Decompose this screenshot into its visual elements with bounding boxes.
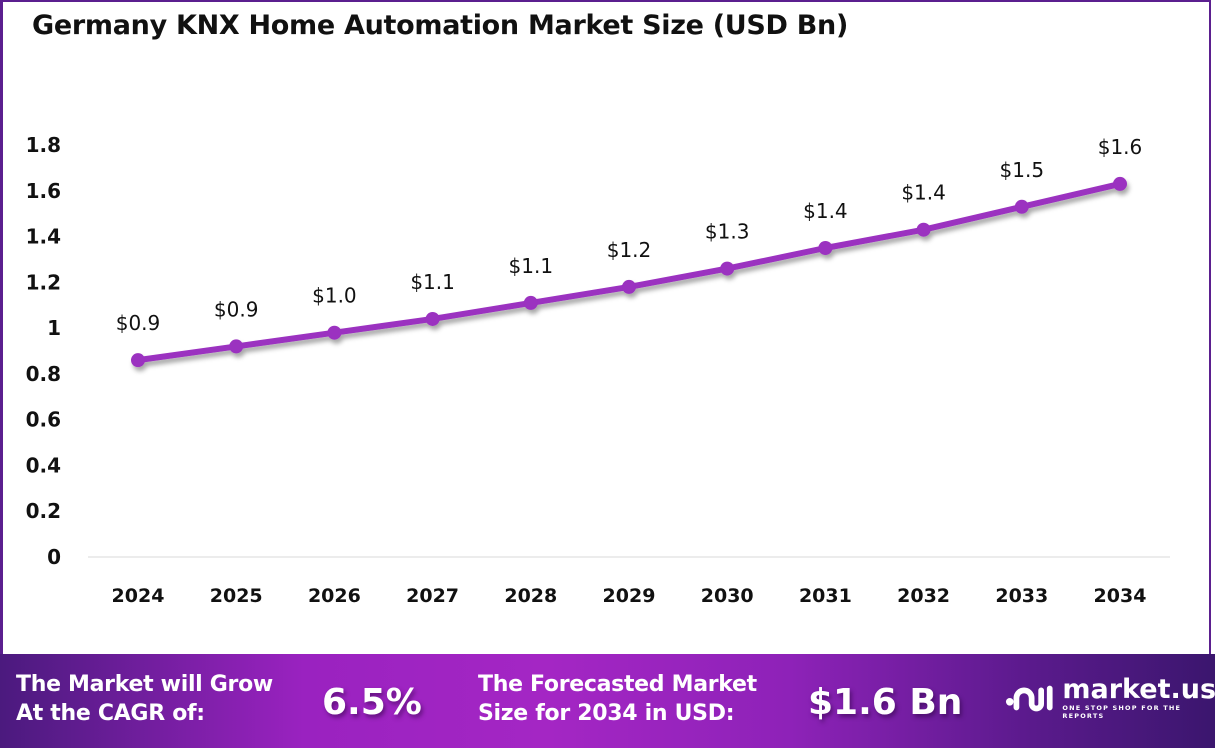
forecast-label-line1: The Forecasted Market — [478, 672, 757, 697]
summary-banner: The Market will Grow At the CAGR of: 6.5… — [0, 654, 1215, 748]
cagr-label: The Market will Grow At the CAGR of: — [16, 670, 273, 728]
cagr-label-line2: At the CAGR of: — [16, 701, 205, 726]
data-point — [916, 222, 931, 237]
data-point — [622, 279, 636, 294]
forecast-label: The Forecasted Market Size for 2034 in U… — [478, 670, 757, 728]
data-point — [720, 261, 735, 276]
data-label: $1.4 — [901, 181, 946, 205]
y-tick-label: 0 — [47, 545, 61, 569]
y-tick-label: 1.2 — [26, 270, 61, 294]
market-us-logo: market.us ONE STOP SHOP FOR THE REPORTS — [1005, 676, 1215, 720]
data-label: $1.2 — [607, 238, 652, 262]
data-label: $0.9 — [116, 311, 161, 335]
data-label: $1.5 — [1000, 158, 1045, 182]
x-tick-label: 2034 — [1094, 585, 1147, 607]
data-label: $1.3 — [705, 220, 750, 244]
data-point — [229, 339, 244, 354]
data-label: $0.9 — [214, 297, 259, 321]
data-point — [818, 241, 833, 255]
data-point — [523, 295, 538, 310]
x-tick-label: 2033 — [995, 585, 1048, 607]
x-tick-label: 2026 — [308, 585, 361, 607]
forecast-value: $1.6 Bn — [808, 682, 963, 723]
y-tick-label: 1.8 — [26, 133, 61, 157]
y-tick-label: 1.4 — [26, 225, 61, 249]
forecast-label-line2: Size for 2034 in USD: — [478, 701, 735, 726]
x-tick-label: 2024 — [112, 585, 165, 607]
data-point — [1113, 176, 1127, 191]
data-label: $1.0 — [312, 284, 357, 308]
series-line — [137, 180, 1121, 364]
data-label: $1.6 — [1098, 135, 1143, 159]
data-point — [131, 353, 145, 368]
x-tick-label: 2031 — [799, 585, 852, 607]
x-tick-label: 2025 — [210, 585, 263, 607]
y-tick-label: 1.6 — [26, 179, 61, 203]
x-tick-label: 2032 — [897, 585, 950, 607]
data-label: $1.4 — [803, 199, 848, 223]
data-label: $1.1 — [509, 254, 554, 278]
x-tick-label: 2027 — [406, 585, 459, 607]
logo-tagline: ONE STOP SHOP FOR THE REPORTS — [1062, 704, 1182, 720]
chart-title: Germany KNX Home Automation Market Size … — [32, 10, 848, 41]
data-point — [425, 311, 440, 326]
y-tick-label: 0.2 — [26, 499, 61, 523]
data-point — [1014, 199, 1029, 214]
y-tick-label: 0.8 — [26, 362, 61, 386]
x-tick-label: 2029 — [603, 585, 656, 607]
logo-mark-icon — [1005, 685, 1053, 712]
data-point — [327, 325, 342, 340]
cagr-value: 6.5% — [322, 682, 422, 723]
y-tick-label: 0.4 — [26, 453, 61, 477]
data-label: $1.1 — [410, 270, 455, 294]
logo-name: market.us — [1062, 674, 1215, 705]
chart-frame — [0, 0, 1211, 654]
line-chart: 0 0.2 0.4 0.6 0.8 1 1.2 1.4 1.6 1.8 2024 2025 2026 2… — [26, 133, 1170, 607]
cagr-label-line1: The Market will Grow — [16, 672, 273, 697]
y-tick-label: 1 — [47, 316, 61, 340]
y-tick-label: 0.6 — [26, 408, 61, 432]
x-tick-label: 2028 — [504, 585, 557, 607]
x-tick-label: 2030 — [701, 585, 754, 607]
